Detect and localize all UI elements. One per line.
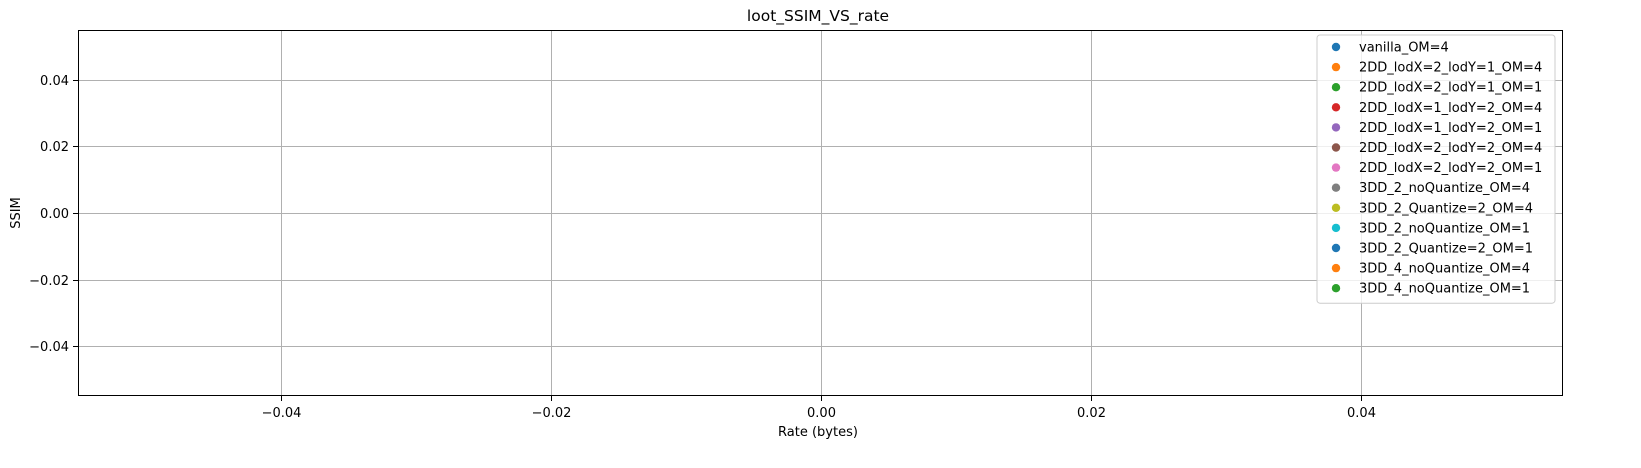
legend-label: 3DD_2_noQuantize_OM=1 [1359, 221, 1530, 236]
y-axis-ticks: −0.04 −0.02 0.00 0.02 0.04 [29, 74, 78, 355]
legend-marker [1331, 203, 1341, 212]
x-tick-label: −0.04 [262, 406, 302, 421]
legend-marker [1331, 223, 1341, 233]
legend-label: 3DD_2_noQuantize_OM=4 [1359, 181, 1530, 196]
legend-label: 3DD_2_Quantize=2_OM=4 [1359, 201, 1533, 216]
legend-box [1316, 34, 1556, 304]
y-tick-label: 0.02 [40, 140, 69, 155]
legend-marker [1331, 263, 1341, 273]
x-tick-label: −0.02 [532, 406, 572, 421]
legend-label: 2DD_lodX=2_lodY=1_OM=4 [1359, 61, 1542, 76]
y-tick-label: −0.04 [29, 340, 69, 355]
legend-label: 3DD_2_Quantize=2_OM=1 [1359, 242, 1533, 257]
legend-marker [1331, 163, 1341, 172]
legend-marker [1331, 62, 1341, 72]
legend-marker [1331, 284, 1341, 293]
legend-marker [1331, 183, 1341, 192]
legend-label: vanilla_OM=4 [1359, 41, 1449, 56]
legend: vanilla_OM=4 2DD_lodX=2_lodY=1_OM=4 2DD_lo… [1316, 34, 1556, 304]
x-tick-label: 0.00 [807, 406, 836, 421]
y-tick-label: 0.04 [40, 74, 69, 89]
legend-label: 2DD_lodX=2_lodY=2_OM=4 [1359, 141, 1542, 156]
plot-frame [78, 30, 1563, 396]
legend-label: 3DD_4_noQuantize_OM=4 [1359, 262, 1530, 277]
x-tick-label: 0.02 [1077, 406, 1106, 421]
chart-title: loot_SSIM_VS_rate [747, 7, 889, 26]
legend-marker [1331, 123, 1341, 132]
y-tick-label: 0.00 [40, 207, 69, 222]
x-axis-ticks: −0.04 −0.02 0.00 0.02 0.04 [262, 396, 1376, 421]
legend-marker [1331, 103, 1341, 112]
legend-label: 2DD_lodX=2_lodY=1_OM=1 [1359, 81, 1542, 96]
x-tick-label: 0.04 [1347, 406, 1376, 421]
legend-label: 2DD_lodX=2_lodY=2_OM=1 [1359, 161, 1542, 176]
y-tick-label: −0.02 [29, 274, 69, 289]
legend-marker [1331, 42, 1341, 52]
x-axis-label: Rate (bytes) [778, 425, 858, 440]
legend-marker [1331, 83, 1341, 92]
legend-label: 2DD_lodX=1_lodY=2_OM=4 [1359, 101, 1542, 116]
legend-label: 3DD_4_noQuantize_OM=1 [1359, 282, 1530, 297]
legend-label: 2DD_lodX=1_lodY=2_OM=1 [1359, 121, 1542, 136]
legend-marker [1331, 243, 1341, 253]
y-axis-label: SSIM [9, 197, 24, 229]
legend-marker [1331, 143, 1341, 152]
